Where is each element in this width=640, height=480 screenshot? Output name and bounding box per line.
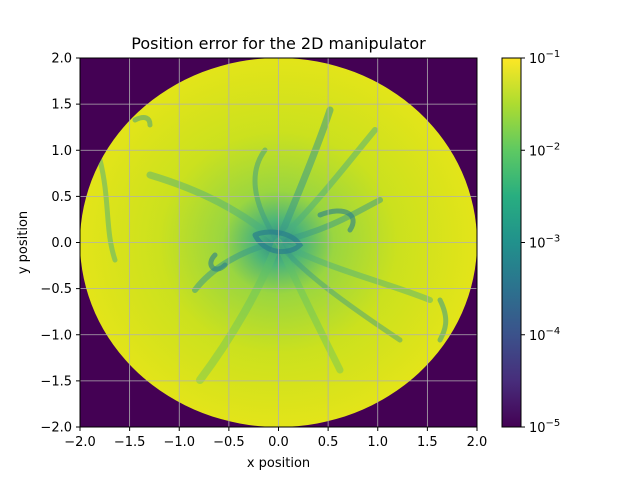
colorbar-gradient: [501, 57, 522, 428]
x-tick-label: −1.0: [163, 435, 195, 450]
y-tick-label: 0.0: [51, 236, 72, 251]
colorbar-tick-label: 10−4: [529, 326, 560, 344]
x-tick-label: −0.5: [213, 435, 245, 450]
y-tick-label: −0.5: [40, 282, 72, 297]
y-tick-label: −2.0: [40, 421, 72, 436]
colorbar-tick-exponent: −4: [546, 326, 561, 337]
y-tick-label: −1.0: [40, 328, 72, 343]
colorbar: 10−110−210−310−410−5: [501, 49, 560, 436]
colorbar-tick-exponent: −2: [546, 141, 561, 152]
y-tick-label: 0.5: [51, 190, 72, 205]
colorbar-tick-exponent: −1: [546, 49, 561, 60]
x-tick-label: −1.5: [114, 435, 146, 450]
colorbar-tick-label: 10−2: [529, 141, 560, 159]
colorbar-ticks: 10−110−210−310−410−5: [521, 49, 560, 436]
y-tick-label: −1.5: [40, 374, 72, 389]
x-tick-label: 1.0: [367, 435, 388, 450]
x-tick-label: 0.5: [318, 435, 339, 450]
y-ticks: 2.0 1.5 1.0 0.5 0.0 −0.5 −1.0 −1.5 −2.0: [40, 52, 80, 436]
colorbar-tick-label: 10−5: [529, 418, 560, 436]
x-ticks: −2.0 −1.5 −1.0 −0.5 0.0 0.5 1.0 1.5 2.0: [64, 427, 487, 450]
chart-title: Position error for the 2D manipulator: [131, 34, 426, 53]
plot-area: [80, 58, 477, 427]
x-axis-label: x position: [247, 456, 310, 471]
colorbar-tick-exponent: −3: [546, 234, 561, 245]
y-tick-label: 2.0: [51, 52, 72, 67]
colorbar-tick-exponent: −5: [546, 418, 561, 429]
grid-lines: [80, 58, 477, 427]
x-tick-label: −2.0: [64, 435, 96, 450]
colorbar-tick-base: 10: [529, 52, 546, 67]
colorbar-tick-label: 10−1: [529, 49, 560, 67]
colorbar-tick-label: 10−3: [529, 234, 560, 252]
y-tick-label: 1.0: [51, 144, 72, 159]
x-tick-label: 0.0: [268, 435, 289, 450]
y-tick-label: 1.5: [51, 98, 72, 113]
x-tick-label: 2.0: [467, 435, 488, 450]
colorbar-tick-base: 10: [529, 329, 546, 344]
colorbar-tick-base: 10: [529, 144, 546, 159]
colorbar-tick-base: 10: [529, 421, 546, 436]
y-axis-label: y position: [16, 211, 31, 274]
x-tick-label: 1.5: [417, 435, 438, 450]
error-streaks: [97, 106, 449, 384]
colorbar-tick-base: 10: [529, 237, 546, 252]
